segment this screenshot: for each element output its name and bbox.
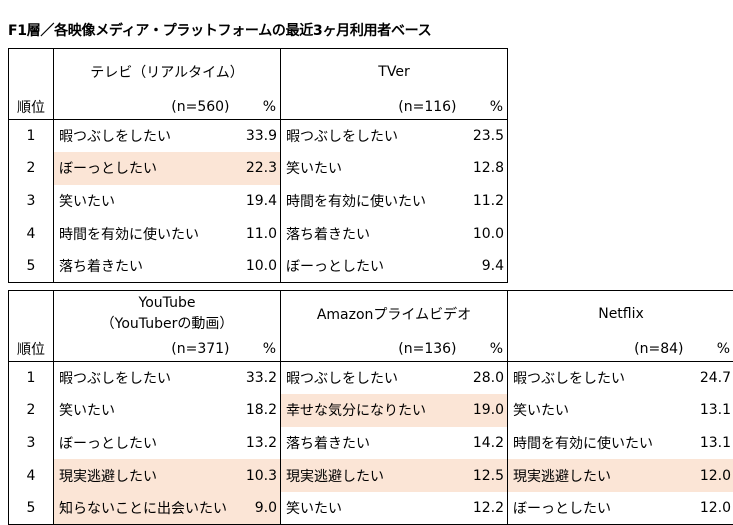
rank-cell: 4 [9, 459, 54, 492]
reason-label: 時間を有効に使いたい [54, 217, 234, 250]
reason-label: ぼーっとしたい [54, 152, 234, 185]
percent-header: % [461, 95, 508, 120]
reason-value: 18.2 [234, 394, 281, 427]
reason-value: 19.4 [234, 185, 281, 218]
platform-name-youtube-line1: YouTube [54, 293, 280, 314]
reason-value: 33.9 [234, 120, 281, 153]
rank-header: 順位 [9, 337, 54, 362]
reason-value: 11.2 [461, 185, 508, 218]
reason-value: 24.7 [688, 362, 733, 395]
rank-header: 順位 [9, 95, 54, 120]
reason-value: 12.5 [461, 459, 508, 492]
reason-value: 13.1 [688, 394, 733, 427]
sample-size-netflix: (n=84) [508, 337, 688, 362]
header-row-n: 順位 (n=560) % (n=116) % [9, 95, 508, 120]
reason-value: 10.3 [234, 459, 281, 492]
reason-label: 暇つぶしをしたい [508, 362, 688, 395]
reason-label: 落ち着きたい [281, 217, 461, 250]
reason-value: 28.0 [461, 362, 508, 395]
reason-value: 22.3 [234, 152, 281, 185]
reason-label: 笑いたい [54, 185, 234, 218]
reason-value: 9.4 [461, 250, 508, 283]
reason-label: 現実逃避したい [508, 459, 688, 492]
reason-value: 11.0 [234, 217, 281, 250]
reason-label: 幸せな気分になりたい [281, 394, 461, 427]
reason-value: 13.2 [234, 427, 281, 460]
header-row-names: テレビ（リアルタイム） TVer [9, 49, 508, 95]
reason-value: 33.2 [234, 362, 281, 395]
reason-label: 落ち着きたい [54, 250, 234, 283]
rank-cell: 4 [9, 217, 54, 250]
reason-value: 12.2 [461, 492, 508, 525]
reason-value: 12.8 [461, 152, 508, 185]
reason-label: 笑いたい [281, 492, 461, 525]
header-row-names: YouTube （YouTuberの動画） Amazonプライムビデオ Netf… [9, 291, 733, 337]
reason-value: 10.0 [461, 217, 508, 250]
reason-label: 落ち着きたい [281, 427, 461, 460]
reason-label: 暇つぶしをしたい [54, 362, 234, 395]
rank-cell: 1 [9, 362, 54, 395]
rank-cell: 2 [9, 394, 54, 427]
platform-name-amazon: Amazonプライムビデオ [281, 291, 508, 337]
percent-header: % [234, 337, 281, 362]
reason-value: 10.0 [234, 250, 281, 283]
rank-cell: 3 [9, 427, 54, 460]
platform-name-youtube: YouTube （YouTuberの動画） [54, 291, 281, 337]
reason-label: 笑いたい [508, 394, 688, 427]
reason-value: 12.0 [688, 459, 733, 492]
rank-cell: 5 [9, 250, 54, 283]
rank-cell: 1 [9, 120, 54, 153]
rank-header-blank [9, 49, 54, 95]
sample-size-youtube: (n=371) [54, 337, 234, 362]
reason-label: 現実逃避したい [54, 459, 234, 492]
reason-label: 知らないことに出会いたい [54, 492, 234, 525]
reason-label: ぼーっとしたい [54, 427, 234, 460]
rank-header-blank [9, 291, 54, 337]
reason-label: 笑いたい [54, 394, 234, 427]
reason-label: 笑いたい [281, 152, 461, 185]
sample-size-tv: (n=560) [54, 95, 234, 120]
platform-name-tv: テレビ（リアルタイム） [54, 49, 281, 95]
reason-value: 9.0 [234, 492, 281, 525]
reason-label: 現実逃避したい [281, 459, 461, 492]
reason-label: 暇つぶしをしたい [281, 120, 461, 153]
reason-value: 13.1 [688, 427, 733, 460]
reason-value: 19.0 [461, 394, 508, 427]
reason-label: 時間を有効に使いたい [508, 427, 688, 460]
rank-cell: 3 [9, 185, 54, 218]
reason-value: 14.2 [461, 427, 508, 460]
reason-value: 12.0 [688, 492, 733, 525]
reason-label: 時間を有効に使いたい [281, 185, 461, 218]
percent-header: % [234, 95, 281, 120]
percent-header: % [688, 337, 733, 362]
table-tv-tver: テレビ（リアルタイム） TVer 順位 (n=560) % (n=116) % … [8, 48, 508, 283]
sample-size-amazon: (n=136) [281, 337, 461, 362]
platform-name-tver: TVer [281, 49, 508, 95]
table-streaming: YouTube （YouTuberの動画） Amazonプライムビデオ Netf… [8, 290, 733, 525]
platform-name-youtube-line2: （YouTuberの動画） [54, 314, 280, 335]
page-title: F1層／各映像メディア・プラットフォームの最近3ヶ月利用者ベース [8, 20, 431, 40]
reason-label: 暇つぶしをしたい [281, 362, 461, 395]
reason-value: 23.5 [461, 120, 508, 153]
reason-label: ぼーっとしたい [508, 492, 688, 525]
sample-size-tver: (n=116) [281, 95, 461, 120]
platform-name-netflix: Netflix [508, 291, 733, 337]
header-row-n: 順位 (n=371) % (n=136) % (n=84) % [9, 337, 733, 362]
reason-label: 暇つぶしをしたい [54, 120, 234, 153]
rank-cell: 5 [9, 492, 54, 525]
rank-cell: 2 [9, 152, 54, 185]
reason-label: ぼーっとしたい [281, 250, 461, 283]
percent-header: % [461, 337, 508, 362]
